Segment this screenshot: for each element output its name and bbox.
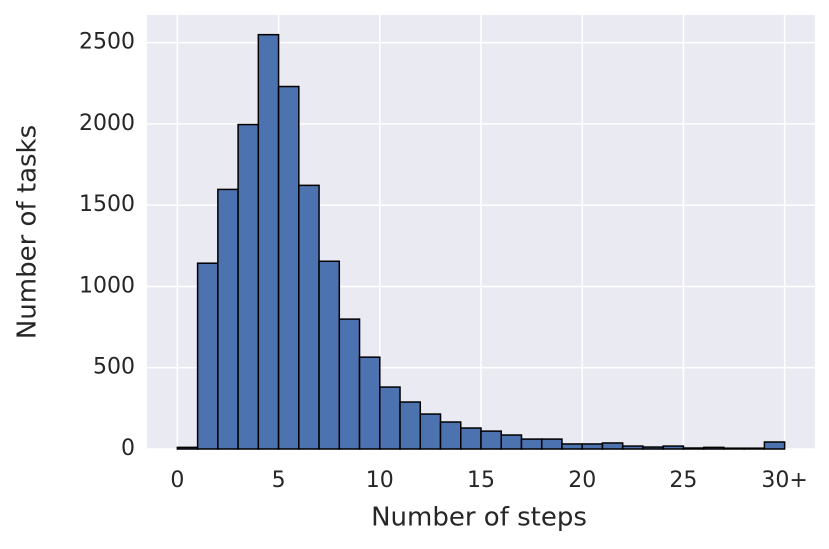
bar [723,447,745,450]
y-axis-label: Number of tasks [13,125,43,339]
y-tick-label: 0 [121,436,135,461]
bar [338,318,361,450]
x-tick-label: 30+ [761,468,807,493]
bar [399,401,422,450]
bar [277,85,300,450]
x-tick-label: 10 [366,468,394,493]
bar [419,413,442,450]
bar [358,356,381,450]
bar [379,386,401,450]
bar [682,447,705,450]
bar [561,443,583,450]
x-tick-label: 20 [568,468,596,493]
bar [196,262,219,450]
y-tick-label: 2000 [79,111,135,136]
bar [581,443,604,450]
bar [601,442,624,450]
y-tick-label: 1500 [79,192,135,217]
y-tick-label: 500 [93,355,135,380]
bar [460,427,482,450]
bar [520,438,543,450]
bar [500,434,523,450]
bar [702,446,725,450]
x-tick-label: 5 [272,468,286,493]
x-tick-label: 15 [467,468,495,493]
bar [621,445,644,450]
bar [257,33,280,450]
bar [743,447,766,450]
bar [217,188,239,450]
bar [298,184,320,450]
bar [318,260,341,450]
bar [439,421,462,450]
bar [662,445,685,450]
x-tick-label: 0 [170,468,184,493]
bar [176,446,199,450]
y-tick-label: 2500 [79,30,135,55]
bar [540,438,563,450]
bar [480,430,502,450]
x-axis-label: Number of steps [371,503,587,533]
y-tick-label: 1000 [79,273,135,298]
x-tick-label: 25 [669,468,697,493]
bar [642,446,664,450]
bar [763,441,786,450]
bar [237,123,260,450]
